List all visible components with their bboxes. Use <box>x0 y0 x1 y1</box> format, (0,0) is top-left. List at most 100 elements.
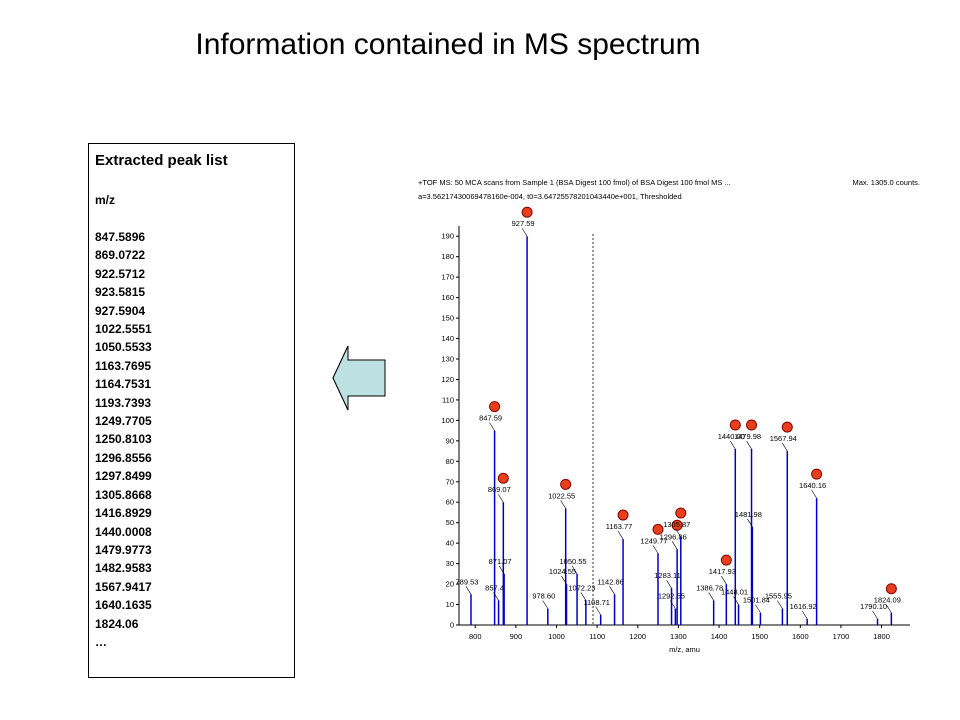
leader <box>498 565 505 575</box>
peak-item: 1296.8556 <box>95 450 152 465</box>
leader <box>671 541 678 550</box>
peak-list: Extracted peak list m/z 847.5896 869.0722… <box>88 143 295 678</box>
y-tick-label: 80 <box>446 457 454 466</box>
leader <box>746 440 752 450</box>
leader <box>801 610 808 620</box>
leader <box>561 575 567 585</box>
peak-label: 1292.55 <box>658 592 685 601</box>
x-tick-label: 1400 <box>711 632 728 641</box>
peak-item: 1440.0008 <box>95 524 152 539</box>
y-tick-label: 170 <box>441 273 454 282</box>
peak-label: 1481.98 <box>735 510 762 519</box>
x-tick-label: 1500 <box>751 632 768 641</box>
max-note: Max. 1305.0 counts. <box>852 178 920 187</box>
leader <box>777 600 783 609</box>
x-tick-label: 1100 <box>589 632 605 641</box>
leader <box>580 592 587 601</box>
peak-label: 1501.84 <box>743 596 770 605</box>
peak-item: 922.5712 <box>95 266 146 281</box>
peak-label: 1790.10 <box>860 602 887 611</box>
peak-item: 927.5904 <box>95 303 146 318</box>
y-tick-label: 40 <box>446 539 454 548</box>
peak-item: 1164.7531 <box>95 377 152 392</box>
leader <box>617 530 624 540</box>
x-tick-label: 1700 <box>833 632 850 641</box>
peak-label: 1616.92 <box>790 602 817 611</box>
peak-marker <box>617 509 629 521</box>
leader <box>730 440 736 450</box>
y-tick-label: 0 <box>450 621 454 630</box>
y-tick-label: 30 <box>446 559 454 568</box>
peak-item: 1249.7705 <box>95 414 152 429</box>
more: … <box>95 634 107 649</box>
peak-label: 1296.86 <box>660 532 687 541</box>
peak-item: 1163.7695 <box>95 358 152 373</box>
peak-label: 1283.11 <box>654 571 681 580</box>
leader <box>747 518 753 527</box>
leader <box>755 604 761 613</box>
y-tick-label: 100 <box>441 416 454 425</box>
peak-label: 847.59 <box>479 414 502 423</box>
peak-item: 1193.7393 <box>95 395 152 410</box>
peak-marker <box>675 507 687 519</box>
peak-label: 857.4 <box>485 583 504 592</box>
peak-marker <box>652 523 664 535</box>
peak-marker <box>781 421 793 433</box>
y-tick-label: 90 <box>446 436 454 445</box>
peak-label: 1050.55 <box>559 557 586 566</box>
arrow <box>332 345 386 411</box>
peak-marker <box>489 401 501 413</box>
x-tick-label: 800 <box>469 632 482 641</box>
peak-label: 927.59 <box>512 219 535 228</box>
leader <box>886 604 892 613</box>
peak-items: 847.5896 869.0722 922.5712 923.5815 927.5904… <box>95 228 294 633</box>
y-tick-label: 110 <box>442 395 454 404</box>
leader <box>560 500 566 509</box>
peak-label: 869.07 <box>488 485 511 494</box>
peak-marker <box>720 554 732 566</box>
x-axis-label: m/z, amu <box>669 645 700 654</box>
peak-label: 1640.16 <box>799 481 826 490</box>
y-tick-label: 140 <box>441 334 454 343</box>
peak-item: 1824.06 <box>95 616 139 631</box>
y-tick-label: 20 <box>446 580 454 589</box>
peak-marker <box>521 206 533 218</box>
peak-marker <box>811 468 823 480</box>
peak-label: 1024.55 <box>549 567 576 576</box>
peak-item: 869.0722 <box>95 248 146 263</box>
leader <box>675 528 682 538</box>
y-tick-label: 180 <box>441 252 454 261</box>
peak-label: 1555.95 <box>765 592 792 601</box>
peak-item: 1305.8668 <box>95 487 152 502</box>
peak-label: 1108.71 <box>583 598 610 607</box>
peak-label: 1440.00 <box>718 432 745 441</box>
peak-marker <box>885 583 897 595</box>
x-tick-label: 1200 <box>629 632 646 641</box>
y-tick-label: 50 <box>446 518 454 527</box>
leader <box>782 442 788 452</box>
peak-list-heading: Extracted peak list <box>95 152 228 169</box>
spectrum-header: +TOF MS: 50 MCA scans from Sample 1 (BSA… <box>418 178 731 187</box>
peak-label: 1142.86 <box>597 577 624 586</box>
leader <box>733 596 739 605</box>
peak-label: 1567.94 <box>770 434 797 443</box>
peak-label: 1249.77 <box>640 536 667 545</box>
calibration: a=3.56217430069478160e-004, t0=3.6472557… <box>418 192 682 201</box>
peak-marker <box>729 419 741 431</box>
leader <box>521 228 528 237</box>
peak-label: 1305.87 <box>663 520 690 529</box>
peak-item: 1297.8499 <box>95 469 152 484</box>
peak-item: 1416.8929 <box>95 506 152 521</box>
leader <box>571 565 578 575</box>
peak-item: 1050.5533 <box>95 340 152 355</box>
peak-item: 1022.5551 <box>95 322 152 337</box>
peak-label: 1163.77 <box>606 522 633 531</box>
leader <box>542 600 549 609</box>
leader <box>670 600 676 609</box>
y-tick-label: 190 <box>441 232 454 241</box>
peak-item: 1479.9773 <box>95 542 152 557</box>
peak-label: 978.60 <box>532 592 555 601</box>
leader <box>498 494 504 503</box>
column-label: m/z <box>95 193 116 207</box>
